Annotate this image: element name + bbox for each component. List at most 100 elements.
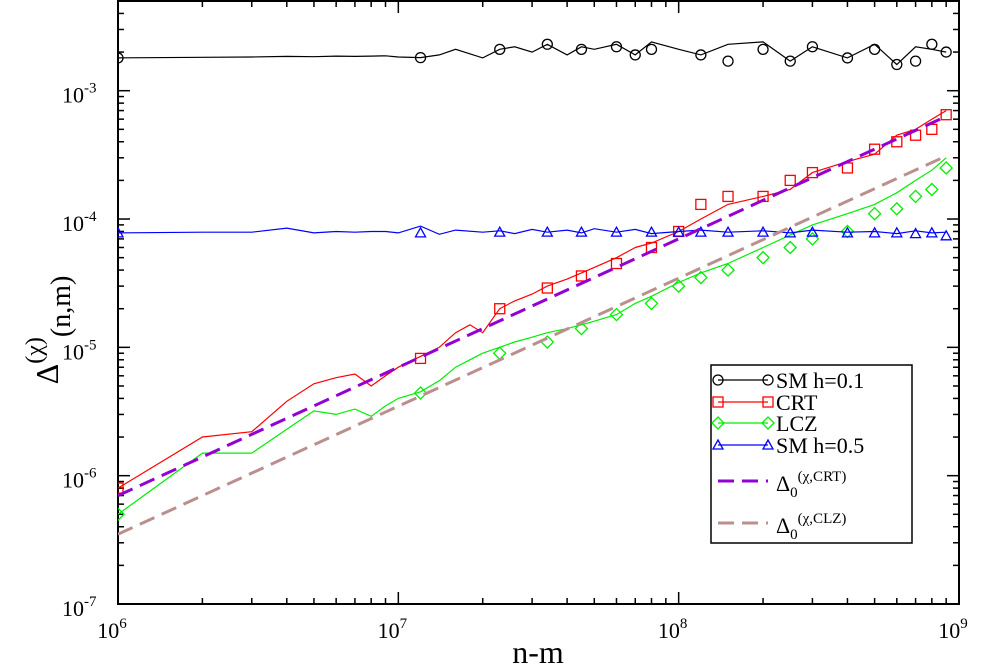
series-sm01-marker	[784, 55, 796, 67]
legend-item-fit-clz: Δ0(χ,CLZ)	[718, 511, 846, 543]
series-sm05-marker	[493, 225, 506, 237]
svg-text:109: 109	[938, 616, 968, 643]
y-axis-title-sup: (χ)	[22, 337, 48, 364]
series-lcz-marker	[867, 206, 882, 221]
series-sm05-marker	[672, 225, 685, 237]
series-sm01-marker	[926, 38, 938, 50]
series-lcz-marker	[924, 182, 939, 197]
legend-sm05-marker	[711, 438, 725, 450]
series-crt-marker	[940, 109, 952, 121]
x-tick-label-base: 10	[97, 618, 119, 643]
legend-label-lcz: LCZ	[776, 411, 818, 436]
legend-sm01-marker	[712, 374, 724, 386]
legend-crt-marker	[712, 396, 724, 408]
svg-text:106: 106	[97, 616, 127, 643]
series-sm01-marker	[610, 41, 623, 53]
series-sm05-marker	[694, 225, 707, 237]
x-tick-label-exponent: 7	[400, 616, 408, 632]
svg-text:10-4: 10-4	[62, 209, 97, 236]
series-lcz-marker	[644, 296, 659, 311]
y-tick-label-base: 10	[62, 339, 84, 364]
series-lcz-marker	[889, 201, 904, 216]
series-crt-marker	[541, 282, 553, 294]
svg-text:107: 107	[378, 616, 408, 643]
legend-label-sm01: SM h=0.1	[776, 368, 864, 393]
series-sm01-marker	[494, 43, 506, 55]
series-sm05-marker	[118, 226, 125, 238]
series-fit-clz	[118, 154, 947, 536]
series-sm01-marker	[757, 43, 769, 55]
series-sm05-marker	[541, 225, 554, 237]
x-tick-label: 106	[97, 616, 127, 643]
x-tick-label-base: 10	[658, 618, 680, 643]
y-tick-label-base: 10	[62, 211, 84, 236]
series-lcz-marker	[783, 240, 798, 255]
series-sm01-marker	[575, 43, 588, 55]
series-sm01-marker	[541, 38, 553, 50]
svg-text:108: 108	[658, 616, 688, 643]
legend-item-sm05: SM h=0.5	[711, 433, 864, 458]
y-tick-label-exponent: -5	[84, 337, 97, 353]
y-axis-title-main: Δ	[29, 364, 65, 385]
legend-item-fit-crt: Δ0(χ,CRT)	[718, 469, 846, 501]
series-sm05-marker	[784, 226, 797, 238]
x-axis-title: n-m	[512, 634, 564, 668]
series-sm01-marker	[940, 46, 952, 58]
x-tick-labels: 106 107 108 109	[97, 616, 968, 643]
series-sm01-marker	[645, 43, 658, 55]
axis-ticks	[117, 0, 960, 605]
x-tick-label: 108	[658, 616, 688, 643]
legend-label-fit-crt: Δ0(χ,CRT)	[776, 469, 846, 501]
series-lcz	[118, 157, 954, 522]
series-sm05-marker	[414, 226, 427, 238]
series-sm05-marker	[756, 225, 770, 237]
svg-text:10-6: 10-6	[62, 466, 97, 493]
series-sm05-marker	[925, 226, 938, 238]
series-line-sm01	[118, 41, 947, 66]
series-sm01-marker	[695, 49, 707, 61]
legend-crt-marker	[762, 396, 774, 408]
series-lcz-marker	[939, 161, 954, 175]
series-crt-marker	[575, 270, 588, 282]
x-tick-label: 107	[378, 616, 408, 643]
series-crt-marker	[118, 482, 124, 494]
series-layer	[118, 38, 954, 536]
y-tick-label-exponent: -7	[84, 594, 97, 610]
series-line-crt	[118, 110, 947, 489]
legend-item-crt: CRT	[712, 390, 818, 415]
series-sm01-marker	[806, 41, 819, 53]
y-axis-title-sub: (n,m)	[46, 276, 77, 337]
svg-text:10-7: 10-7	[62, 594, 97, 621]
series-sm01-marker	[909, 55, 922, 67]
series-sm05-marker	[868, 226, 881, 238]
legend-item-lcz: LCZ	[711, 411, 818, 436]
legend-lcz-marker	[761, 416, 775, 430]
svg-text:10-3: 10-3	[62, 81, 97, 108]
y-tick-label: 10-5	[62, 337, 97, 364]
y-tick-label: 10-3	[62, 81, 97, 108]
series-crt	[118, 109, 952, 494]
series-lcz-marker	[118, 507, 125, 522]
x-tick-label-exponent: 6	[119, 616, 127, 632]
series-crt-marker	[806, 166, 819, 179]
x-tick-label-exponent: 9	[960, 616, 968, 632]
series-sm01-marker	[629, 49, 641, 61]
series-sm05-marker	[806, 225, 819, 237]
svg-text:Δ(χ)(n,m): Δ(χ)(n,m)	[22, 276, 77, 385]
series-sm05-marker	[645, 225, 658, 237]
y-tick-label: 10-7	[62, 594, 97, 621]
x-tick-label: 109	[938, 616, 968, 643]
legend-item-sm01: SM h=0.1	[712, 368, 864, 393]
series-crt-marker	[722, 190, 734, 203]
series-lcz-marker	[693, 270, 708, 285]
series-sm01-marker	[118, 52, 124, 64]
series-sm05-marker	[575, 225, 588, 237]
series-crt-marker	[695, 198, 707, 211]
x-tick-label-base: 10	[938, 618, 960, 643]
series-lcz-marker	[721, 263, 735, 278]
legend-label-crt: CRT	[776, 390, 818, 415]
y-tick-label-base: 10	[62, 596, 84, 621]
series-lcz-marker	[908, 189, 923, 204]
